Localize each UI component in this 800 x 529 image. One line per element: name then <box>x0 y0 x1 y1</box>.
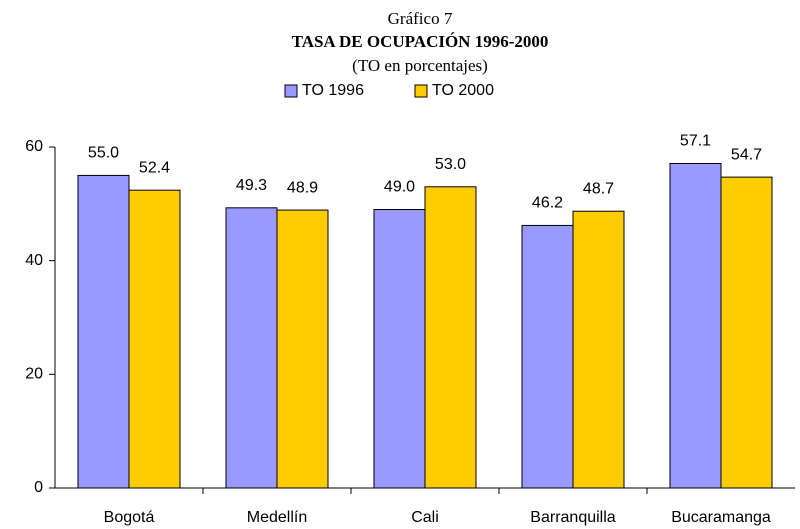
y-tick-label: 20 <box>25 366 43 383</box>
legend-label: TO 2000 <box>432 82 494 99</box>
legend-swatch <box>414 84 428 98</box>
chart-title: TASA DE OCUPACIÓN 1996-2000 <box>292 32 549 51</box>
legend-label: TO 1996 <box>302 82 364 99</box>
bar <box>276 209 329 489</box>
bar <box>373 209 426 489</box>
bar <box>77 174 130 489</box>
value-label: 53.0 <box>435 156 466 173</box>
bar <box>225 207 278 489</box>
x-tick-label: Medellín <box>247 509 307 526</box>
value-label: 46.2 <box>532 195 563 212</box>
chart-subtitle: (TO en porcentajes) <box>352 56 488 75</box>
bar <box>572 210 625 489</box>
value-label: 54.7 <box>731 146 762 163</box>
x-tick-label: Barranquilla <box>530 509 615 526</box>
x-tick-label: Bucaramanga <box>671 509 771 526</box>
legend-swatch <box>284 84 298 98</box>
bar <box>669 162 722 489</box>
value-label: 48.9 <box>287 179 318 196</box>
bar <box>424 186 477 489</box>
y-tick-label: 60 <box>25 138 43 155</box>
bar <box>128 189 181 489</box>
x-tick-label: Bogotá <box>104 509 155 526</box>
x-tick-label: Cali <box>411 509 439 526</box>
value-label: 57.1 <box>680 133 711 150</box>
value-label: 52.4 <box>139 159 170 176</box>
bar <box>521 224 574 489</box>
value-label: 49.3 <box>236 177 267 194</box>
bar <box>720 176 773 489</box>
value-label: 55.0 <box>88 145 119 162</box>
value-label: 49.0 <box>384 179 415 196</box>
value-label: 48.7 <box>583 180 614 197</box>
y-tick-label: 40 <box>25 252 43 269</box>
y-tick-label: 0 <box>34 479 43 496</box>
chart-kicker: Gráfico 7 <box>388 9 453 28</box>
